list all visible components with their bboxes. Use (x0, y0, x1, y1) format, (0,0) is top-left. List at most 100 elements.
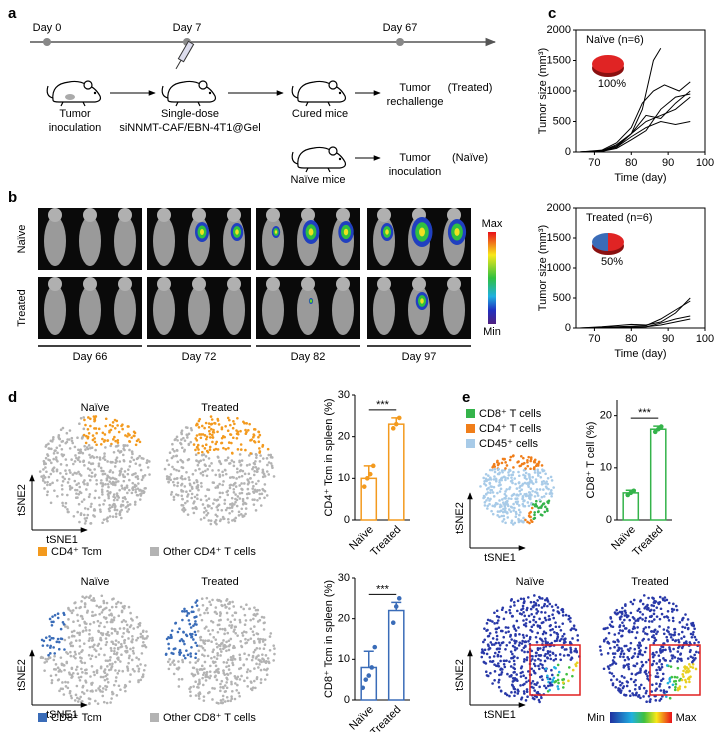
cell-point (561, 622, 565, 625)
y-tick-label: 500 (553, 115, 571, 127)
cell-point (507, 474, 511, 477)
cell-point (669, 633, 673, 636)
cell-point (522, 456, 525, 460)
cell-point (83, 418, 86, 422)
cell-point (137, 669, 141, 673)
cell-point (116, 630, 119, 634)
cell-point (617, 646, 621, 650)
cell-point (639, 649, 642, 652)
cell-point (131, 481, 135, 485)
cell-point (501, 520, 504, 523)
cell-point (48, 635, 51, 638)
cell-point (506, 516, 510, 519)
cell-point (650, 604, 654, 607)
cell-point (139, 678, 143, 682)
cell-point (72, 671, 75, 675)
cell-point (228, 643, 232, 647)
cell-point (189, 626, 193, 629)
cell-point (546, 500, 550, 504)
cell-point (187, 476, 191, 479)
cell-point (656, 675, 660, 679)
cell-point (257, 637, 260, 641)
cell-point (191, 666, 195, 670)
cell-point (108, 658, 112, 662)
cell-point (635, 662, 639, 665)
cell-point (226, 506, 229, 510)
cell-point (548, 677, 552, 681)
cell-point (485, 652, 489, 656)
cell-point (663, 596, 667, 599)
cell-point (169, 633, 173, 637)
cell-point (76, 619, 80, 623)
cell-point (534, 480, 538, 484)
cell-point (45, 470, 48, 474)
cell-point (177, 469, 181, 473)
cell-point (655, 615, 659, 618)
cell-point (519, 671, 523, 675)
colorbar (610, 712, 672, 723)
cell-point (224, 425, 227, 428)
cell-point (516, 599, 520, 603)
cell-point (136, 456, 140, 460)
cell-point (56, 612, 60, 616)
cell-point (93, 468, 96, 471)
cell-point (506, 626, 510, 629)
cell-point (61, 426, 65, 430)
cell-point (133, 503, 137, 506)
cell-point (515, 493, 519, 497)
y-axis-title: CD8⁺ T cell (%) (585, 422, 597, 499)
mouse-head (301, 208, 315, 222)
cell-point (173, 438, 177, 442)
cell-point (189, 690, 192, 694)
cell-point (514, 629, 518, 632)
cell-point (109, 646, 113, 650)
cell-point (197, 683, 200, 686)
cell-point (94, 649, 98, 653)
cell-point (86, 447, 90, 451)
cell-point (123, 683, 127, 687)
cell-point (77, 502, 81, 506)
cell-point (641, 613, 645, 616)
cell-point (61, 681, 64, 684)
cell-point (51, 438, 55, 441)
cell-point (227, 441, 231, 444)
cell-point (233, 697, 237, 701)
cell-point (677, 632, 681, 636)
cell-point (535, 683, 538, 687)
cell-point (531, 679, 535, 683)
label: Tumor (399, 152, 431, 164)
label: Treated (201, 576, 239, 588)
signal (310, 300, 312, 302)
cell-point (530, 506, 534, 510)
cell-point (190, 496, 193, 500)
cell-point (113, 629, 117, 633)
cell-point (137, 658, 141, 661)
cell-point (131, 649, 135, 653)
cell-point (623, 618, 626, 622)
cell-point (622, 655, 625, 659)
cell-point (512, 687, 516, 690)
cell-point (215, 678, 219, 682)
cell-point (513, 627, 516, 631)
cell-point (646, 603, 649, 607)
cell-point (547, 614, 551, 618)
cell-point (645, 700, 648, 704)
cell-point (123, 686, 127, 689)
cell-point (194, 661, 197, 664)
cell-point (99, 466, 103, 470)
cell-point (537, 698, 541, 702)
data-point (658, 424, 664, 429)
cell-point (126, 491, 129, 495)
cell-point (662, 642, 665, 645)
cell-point (524, 645, 527, 648)
cell-point (677, 640, 681, 644)
cell-point (44, 657, 48, 661)
cell-point (191, 472, 195, 476)
cell-point (514, 633, 517, 636)
cell-point (145, 630, 148, 633)
cell-point (190, 487, 194, 490)
cell-point (208, 445, 212, 449)
cell-point (232, 646, 235, 650)
cell-point (88, 645, 92, 649)
cell-point (200, 597, 204, 601)
